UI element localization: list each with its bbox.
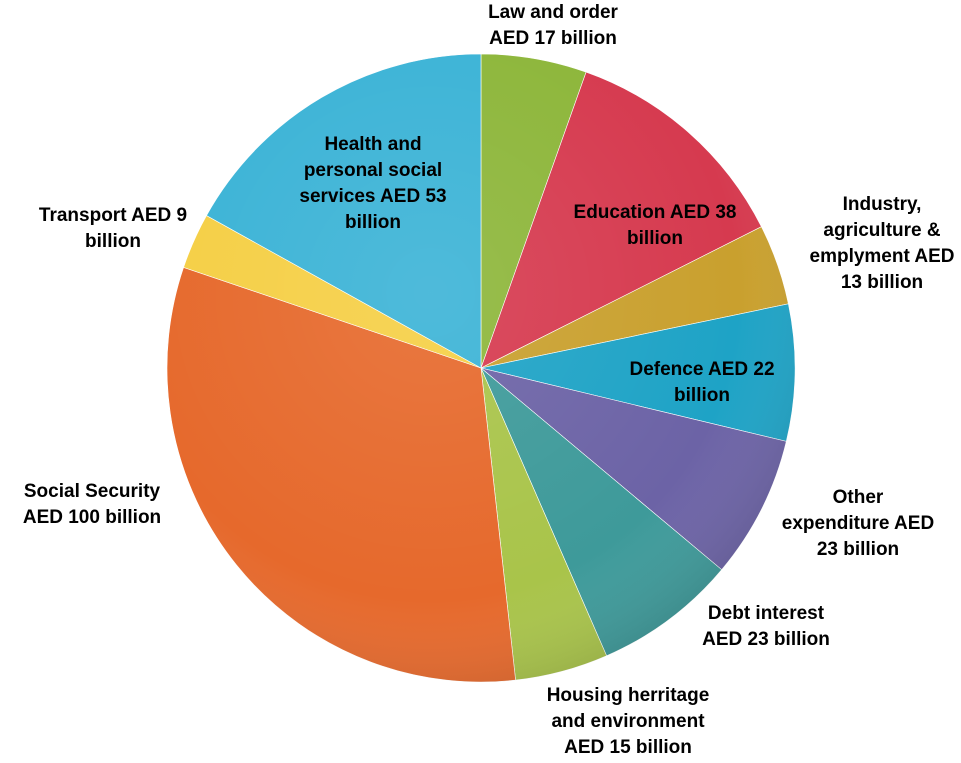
slice-label-health-and-personal-social-services: Health and personal social services AED 53…: [299, 134, 446, 233]
slice-label-line: AED 100 billion: [23, 507, 161, 528]
slice-label-transport: Transport AED 9 billion: [39, 205, 187, 252]
slice-label-line: Health and: [324, 134, 421, 155]
slice-label-social-security: Social Security AED 100 billion: [23, 481, 161, 528]
slice-label-line: Transport AED 9: [39, 205, 187, 226]
slice-label-line: emplyment AED: [810, 246, 955, 267]
pie-labels: Law and order AED 17 billion Education AED…: [23, 2, 955, 758]
slice-label-line: billion: [627, 228, 683, 249]
slice-label-education: Education AED 38 billion: [574, 202, 737, 249]
slice-label-line: 13 billion: [841, 272, 923, 293]
slice-label-other-expenditure: Other expenditure AED 23 billion: [782, 487, 934, 560]
slice-label-line: AED 23 billion: [702, 629, 830, 650]
slice-label-industry-agriculture-emplyment: Industry, agriculture & emplyment AED 13 bi…: [810, 194, 955, 293]
slice-label-line: billion: [345, 212, 401, 233]
slice-label-line: Housing herritage: [547, 685, 710, 706]
slice-label-line: Other: [833, 487, 884, 508]
slice-label-housing-herritage-and-environment: Housing herritage and environment AED 15 b…: [547, 685, 710, 758]
slice-label-line: expenditure AED: [782, 513, 934, 534]
slice-label-line: Debt interest: [708, 603, 825, 624]
slice-label-line: agriculture &: [823, 220, 940, 241]
slice-label-line: Education AED 38: [574, 202, 737, 223]
slice-label-line: 23 billion: [817, 539, 899, 560]
slice-label-defence: Defence AED 22 billion: [629, 359, 774, 406]
slice-label-debt-interest: Debt interest AED 23 billion: [702, 603, 830, 650]
slice-label-line: Law and order: [488, 2, 618, 23]
slice-label-line: Defence AED 22: [629, 359, 774, 380]
slice-label-line: Social Security: [24, 481, 161, 502]
slice-label-line: AED 17 billion: [489, 28, 617, 49]
slice-label-line: personal social: [304, 160, 442, 181]
slice-label-line: services AED 53: [299, 186, 446, 207]
slice-label-line: AED 15 billion: [564, 737, 692, 758]
slice-label-line: billion: [674, 385, 730, 406]
slice-label-line: Industry,: [843, 194, 922, 215]
slice-label-line: billion: [85, 231, 141, 252]
slice-label-line: and environment: [551, 711, 705, 732]
slice-label-law-and-order: Law and order AED 17 billion: [488, 2, 618, 49]
